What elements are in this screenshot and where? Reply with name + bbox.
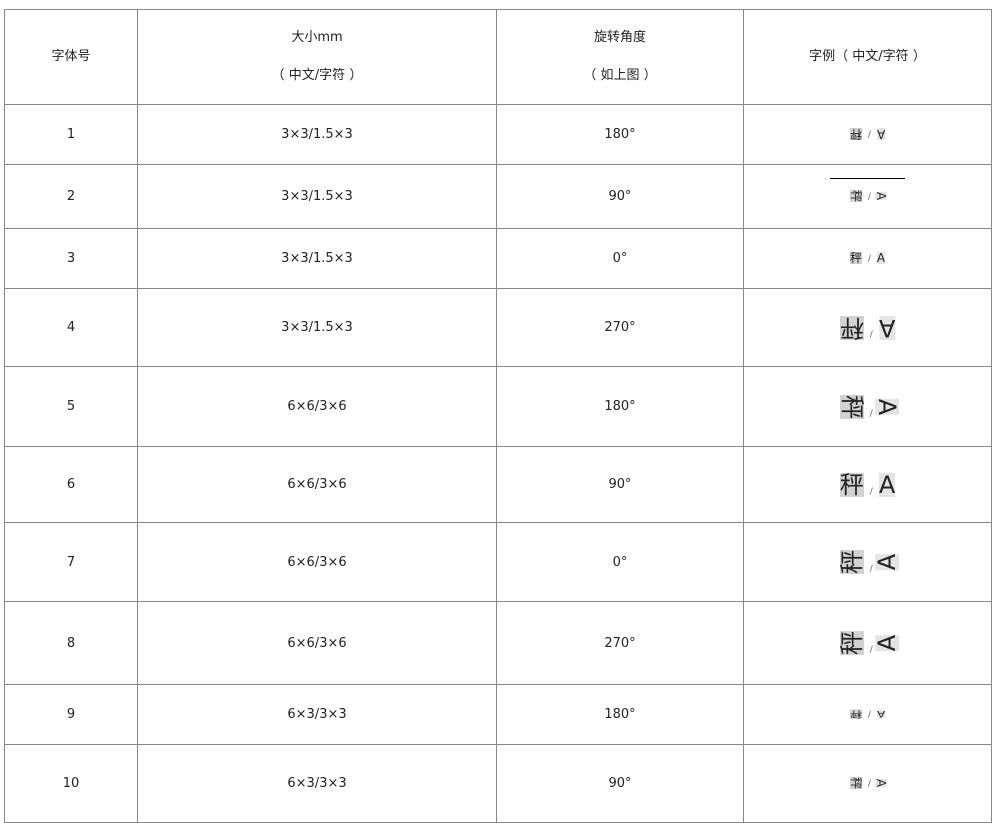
angle-cell: 0° (496, 522, 744, 602)
chinese-glyph: 秤 (837, 550, 866, 574)
sample-glyphs: 秤 / A (849, 708, 886, 720)
chinese-glyph: 秤 (848, 776, 863, 790)
font-number-cell: 3 (4, 228, 138, 289)
latin-glyph: A (878, 313, 896, 342)
sample-cell: 秤 / A (743, 288, 992, 367)
separator: / (869, 645, 873, 655)
separator: / (869, 564, 873, 574)
angle-cell: 90° (496, 744, 744, 823)
header-size: 大小mm （ 中文/字符 ） (137, 9, 497, 105)
separator: / (869, 486, 873, 497)
overline-rule (829, 178, 906, 179)
size-cell: 6×3/3×3 (137, 744, 497, 823)
header-row: 字体号 大小mm （ 中文/字符 ） 旋转角度（ 如上图 ） 字例（ 中文/字符 … (4, 9, 992, 105)
size-cell: 3×3/1.5×3 (137, 228, 497, 289)
latin-glyph: A (874, 778, 889, 788)
latin-glyph: A (873, 398, 902, 415)
size-cell: 6×6/3×6 (137, 601, 497, 685)
font-number-cell: 5 (4, 366, 138, 447)
angle-cell: 90° (496, 446, 744, 523)
size-cell: 6×6/3×6 (137, 446, 497, 523)
sample-glyphs: 秤 / A (837, 631, 901, 655)
font-number-cell: 2 (4, 164, 138, 229)
sample-glyphs: 秤 / A (849, 127, 886, 141)
table-row: 3 3×3/1.5×3 0° 秤 / A (4, 228, 992, 289)
angle-cell: 0° (496, 228, 744, 289)
separator: / (867, 779, 871, 789)
separator: / (867, 254, 871, 264)
font-number-cell: 8 (4, 601, 138, 685)
chinese-glyph: 秤 (839, 470, 864, 499)
table-row: 2 3×3/1.5×3 90° 秤 / A (4, 164, 992, 229)
font-number-cell: 4 (4, 288, 138, 367)
separator: / (869, 329, 873, 340)
sample-cell: 秤 / A (743, 684, 992, 745)
chinese-glyph: 秤 (849, 708, 862, 720)
sample-cell: 秤 / A (743, 522, 992, 602)
separator: / (867, 130, 871, 140)
font-number-cell: 10 (4, 744, 138, 823)
header-rotation-angle: 旋转角度（ 如上图 ） (496, 9, 744, 105)
latin-glyph: A (876, 708, 886, 720)
sample-cell: 秤 / A (743, 228, 992, 289)
sample-glyphs: 秤 / A (839, 313, 896, 342)
sample-glyphs: 秤 / A (837, 550, 901, 574)
header-font-number: 字体号 (4, 9, 138, 105)
latin-glyph: A (874, 191, 889, 201)
sample-cell: 秤 / A (743, 601, 992, 685)
sample-glyphs: 秤 / A (837, 394, 901, 419)
font-number-cell: 6 (4, 446, 138, 523)
angle-cell: 180° (496, 684, 744, 745)
size-cell: 3×3/1.5×3 (137, 104, 497, 165)
chinese-glyph: 秤 (848, 189, 863, 203)
sample-glyphs: 秤 / A (839, 470, 896, 499)
angle-cell: 270° (496, 601, 744, 685)
size-cell: 6×3/3×3 (137, 684, 497, 745)
sample-glyphs: 秤 / A (849, 251, 886, 265)
size-cell: 6×6/3×6 (137, 522, 497, 602)
sample-cell: 秤 / A (743, 446, 992, 523)
angle-cell: 270° (496, 288, 744, 367)
latin-glyph: A (878, 470, 896, 499)
font-spec-table: 字体号 大小mm （ 中文/字符 ） 旋转角度（ 如上图 ） 字例（ 中文/字符 … (4, 9, 992, 823)
font-number-cell: 1 (4, 104, 138, 165)
sample-cell: 秤 / A (743, 104, 992, 165)
sample-glyphs: 秤 / A (829, 178, 906, 203)
chinese-glyph: 秤 (849, 127, 862, 141)
chinese-glyph: 秤 (837, 631, 866, 655)
sample-glyphs: 秤 / A (848, 776, 889, 790)
chinese-glyph: 秤 (839, 313, 864, 342)
separator: / (867, 710, 871, 720)
font-number-cell: 7 (4, 522, 138, 602)
angle-cell: 180° (496, 366, 744, 447)
sample-cell: 秤 / A (743, 366, 992, 447)
size-cell: 6×6/3×6 (137, 366, 497, 447)
sample-cell: 秤 / A (743, 164, 992, 229)
chinese-glyph: 秤 (849, 251, 862, 265)
latin-glyph: A (873, 553, 902, 571)
latin-glyph: A (873, 634, 902, 652)
table-row: 6 6×6/3×6 90° 秤 / A (4, 446, 992, 523)
separator: / (867, 192, 871, 202)
sample-cell: 秤 / A (743, 744, 992, 823)
chinese-glyph: 秤 (837, 394, 866, 419)
table-row: 1 3×3/1.5×3 180° 秤 / A (4, 104, 992, 165)
table-row: 10 6×3/3×3 90° 秤 / A (4, 744, 992, 823)
table-row: 4 3×3/1.5×3 270° 秤 / A (4, 288, 992, 367)
separator: / (869, 408, 873, 419)
latin-glyph: A (876, 127, 886, 141)
header-sample: 字例（ 中文/字符 ） (743, 9, 992, 105)
angle-cell: 90° (496, 164, 744, 229)
font-number-cell: 9 (4, 684, 138, 745)
size-cell: 3×3/1.5×3 (137, 164, 497, 229)
table-row: 7 6×6/3×6 0° 秤 / A (4, 522, 992, 602)
angle-cell: 180° (496, 104, 744, 165)
table-row: 9 6×3/3×3 180° 秤 / A (4, 684, 992, 745)
size-cell: 3×3/1.5×3 (137, 288, 497, 367)
table-row: 5 6×6/3×6 180° 秤 / A (4, 366, 992, 447)
latin-glyph: A (876, 251, 886, 265)
table-row: 8 6×6/3×6 270° 秤 / A (4, 601, 992, 685)
